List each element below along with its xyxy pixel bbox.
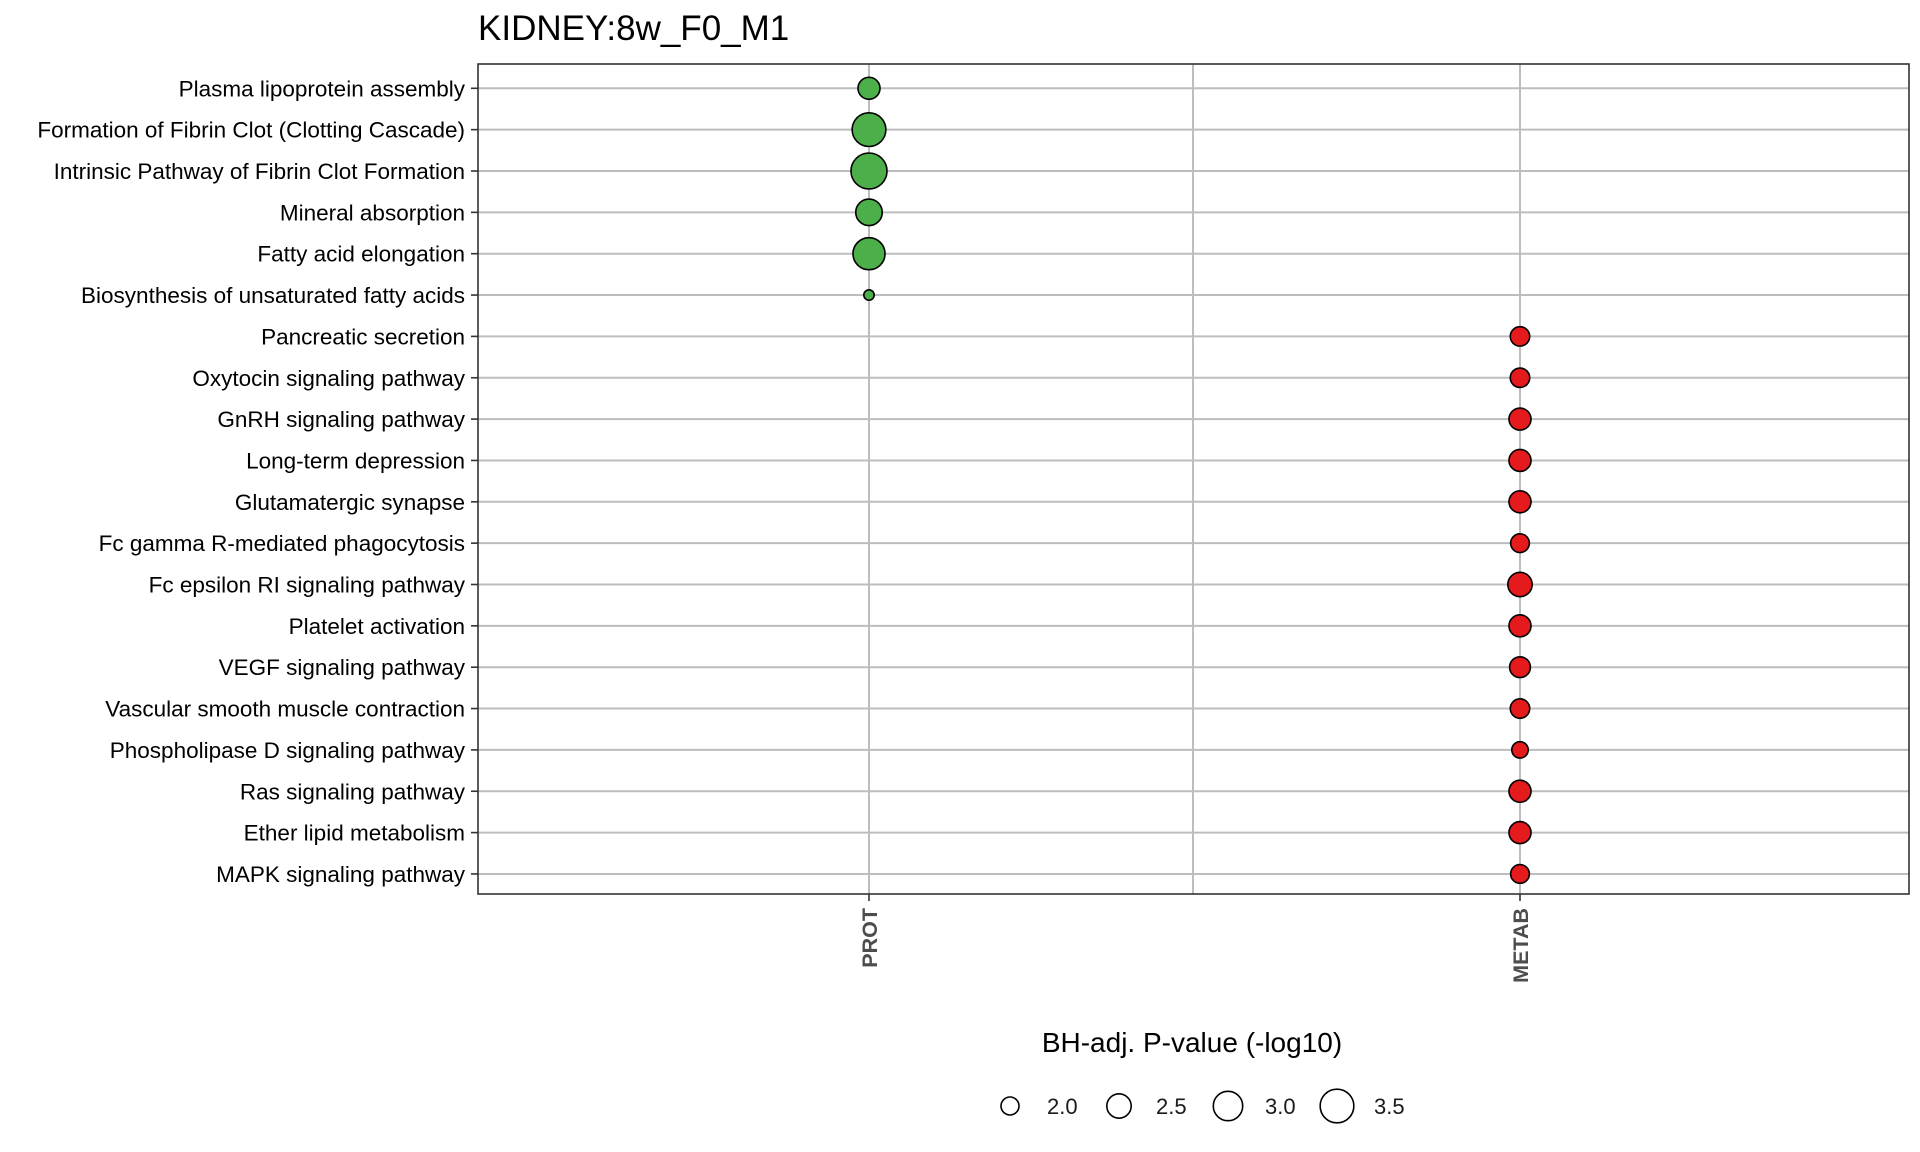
size-legend-label: 2.5 [1156, 1094, 1187, 1119]
data-point [1507, 571, 1533, 598]
y-tick-label: Vascular smooth muscle contraction [105, 697, 465, 722]
size-legend-label: 3.0 [1265, 1094, 1296, 1119]
data-point [1508, 779, 1532, 804]
data-point [1509, 698, 1531, 720]
size-legend-key [1106, 1093, 1132, 1119]
data-point [1509, 863, 1531, 885]
y-tick-label: Fc epsilon RI signaling pathway [149, 573, 466, 598]
data-point [1510, 740, 1530, 759]
y-tick-label: Biosynthesis of unsaturated fatty acids [81, 283, 465, 308]
y-tick-label: Intrinsic Pathway of Fibrin Clot Formati… [54, 159, 465, 184]
y-axis-labels: Plasma lipoprotein assembly Formation of … [37, 76, 478, 887]
y-tick-label: Phospholipase D signaling pathway [110, 738, 466, 763]
size-legend-title: BH-adj. P-value (-log10) [1042, 1027, 1342, 1058]
y-tick-label: Glutamatergic synapse [235, 490, 465, 515]
size-legend: 2.0 2.5 3.0 3.5 [1000, 1088, 1405, 1124]
y-tick-label: Ras signaling pathway [240, 779, 466, 804]
data-point [862, 289, 875, 302]
data-point [1508, 614, 1532, 638]
size-legend-key [1212, 1090, 1244, 1122]
data-point [852, 236, 886, 271]
size-legend-key [1000, 1096, 1020, 1116]
data-point [857, 76, 881, 101]
data-point [1508, 448, 1532, 473]
y-tick-label: Platelet activation [289, 614, 465, 639]
data-point [1509, 532, 1531, 554]
data-point [851, 112, 887, 148]
data-point [854, 198, 884, 227]
plot-panel-border [477, 63, 1910, 895]
y-tick-label: GnRH signaling pathway [217, 407, 465, 432]
x-tick-label: METAB [1509, 908, 1533, 983]
y-tick-label: Pancreatic secretion [261, 324, 465, 349]
y-tick-label: Ether lipid metabolism [244, 821, 465, 846]
y-tick-label: MAPK signaling pathway [216, 862, 466, 887]
y-tick-label: Fatty acid elongation [257, 242, 465, 267]
size-legend-key [1319, 1088, 1355, 1124]
x-tick-label: PROT [858, 908, 882, 968]
data-point [1509, 367, 1531, 389]
size-legend-label: 3.5 [1374, 1094, 1405, 1119]
y-tick-label: Formation of Fibrin Clot (Clotting Casca… [37, 118, 465, 143]
data-point [1508, 656, 1532, 679]
x-axis-labels: PROT METAB [858, 894, 1533, 983]
data-point [1508, 820, 1532, 845]
chart-title: KIDNEY:8w_F0_M1 [478, 9, 789, 48]
y-tick-label: VEGF signaling pathway [219, 655, 466, 680]
y-tick-label: Fc gamma R-mediated phagocytosis [99, 531, 465, 556]
y-tick-label: Long-term depression [246, 448, 465, 473]
data-point [1508, 489, 1532, 514]
y-tick-label: Oxytocin signaling pathway [192, 366, 465, 391]
data-point [850, 152, 888, 190]
y-tick-label: Plasma lipoprotein assembly [179, 76, 466, 101]
y-tick-label: Mineral absorption [280, 200, 465, 225]
size-legend-label: 2.0 [1047, 1094, 1078, 1119]
data-point [1509, 325, 1531, 347]
points-layer [850, 76, 1533, 885]
grid-lines [478, 64, 1909, 894]
data-point [1508, 407, 1532, 431]
